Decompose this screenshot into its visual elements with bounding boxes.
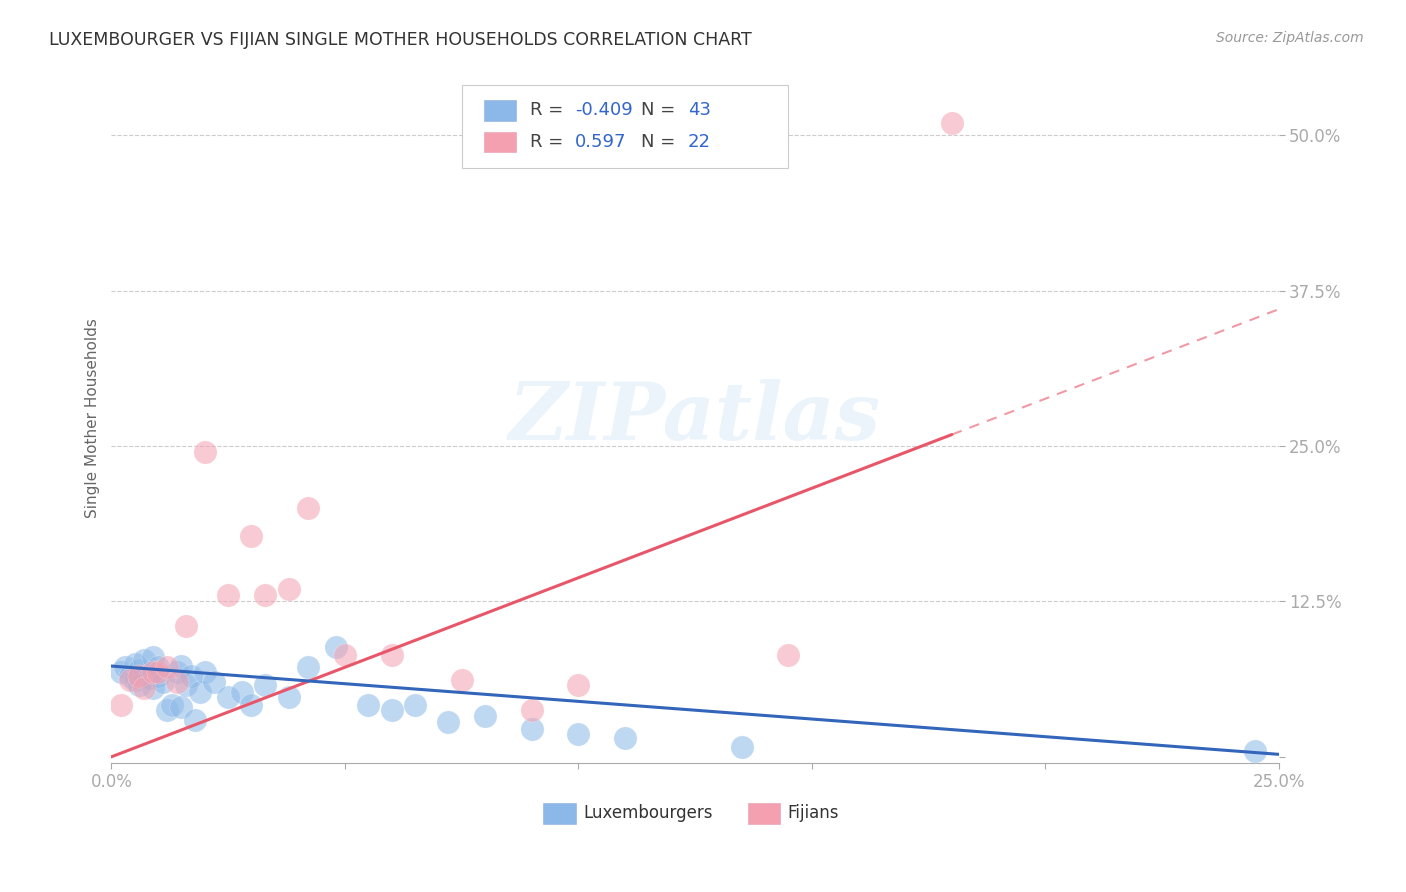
Point <box>520 702 543 716</box>
Point <box>217 588 239 602</box>
Point <box>166 675 188 690</box>
Point <box>132 669 155 683</box>
Point <box>333 648 356 662</box>
FancyBboxPatch shape <box>748 803 780 824</box>
Point <box>941 116 963 130</box>
Point <box>277 690 299 705</box>
Point <box>325 640 347 655</box>
Point <box>174 619 197 633</box>
Text: -0.409: -0.409 <box>575 102 633 120</box>
Point <box>146 669 169 683</box>
Point <box>297 501 319 516</box>
Point <box>240 698 263 712</box>
Text: R =: R = <box>530 102 569 120</box>
Point <box>450 673 472 687</box>
Point <box>132 681 155 696</box>
Point <box>436 714 458 729</box>
Point <box>520 723 543 737</box>
Point <box>110 665 132 680</box>
Y-axis label: Single Mother Households: Single Mother Households <box>86 318 100 518</box>
Point <box>778 648 800 662</box>
Point <box>156 660 179 674</box>
Point <box>166 665 188 680</box>
Point <box>381 648 404 662</box>
Point <box>1244 743 1267 757</box>
Point <box>110 698 132 712</box>
Text: N =: N = <box>641 133 682 151</box>
Point <box>146 665 169 680</box>
Point <box>254 588 277 602</box>
Text: 43: 43 <box>688 102 711 120</box>
FancyBboxPatch shape <box>461 85 789 168</box>
Point <box>142 650 165 665</box>
Point <box>194 665 217 680</box>
Point <box>152 675 174 690</box>
Point <box>202 675 225 690</box>
Point <box>277 582 299 596</box>
Point <box>160 698 183 712</box>
Point <box>297 660 319 674</box>
Text: 0.597: 0.597 <box>575 133 626 151</box>
Point <box>142 681 165 696</box>
Point <box>614 731 637 746</box>
Point <box>188 685 211 699</box>
Point <box>474 708 496 723</box>
Point <box>180 669 202 683</box>
Point <box>231 685 253 699</box>
Point <box>128 663 150 677</box>
Point <box>381 702 404 716</box>
Text: ZIPatlas: ZIPatlas <box>509 379 882 457</box>
Point <box>132 653 155 667</box>
Point <box>142 665 165 680</box>
FancyBboxPatch shape <box>484 100 516 120</box>
Point <box>120 673 142 687</box>
Point <box>217 690 239 705</box>
Point <box>146 660 169 674</box>
Point <box>124 657 146 671</box>
Text: 22: 22 <box>688 133 711 151</box>
Text: Source: ZipAtlas.com: Source: ZipAtlas.com <box>1216 31 1364 45</box>
Point <box>731 739 754 754</box>
Point <box>170 700 193 714</box>
Point <box>357 698 380 712</box>
Point <box>156 702 179 716</box>
Point <box>124 673 146 687</box>
Point <box>404 698 426 712</box>
Point <box>138 672 160 686</box>
Point <box>128 678 150 692</box>
Point <box>184 713 207 727</box>
Text: N =: N = <box>641 102 682 120</box>
Point <box>567 678 589 692</box>
Point <box>254 678 277 692</box>
Point <box>567 727 589 741</box>
FancyBboxPatch shape <box>543 803 576 824</box>
Text: LUXEMBOURGER VS FIJIAN SINGLE MOTHER HOUSEHOLDS CORRELATION CHART: LUXEMBOURGER VS FIJIAN SINGLE MOTHER HOU… <box>49 31 752 49</box>
FancyBboxPatch shape <box>484 132 516 153</box>
Point <box>120 669 142 683</box>
Point <box>128 669 150 683</box>
Text: Fijians: Fijians <box>787 804 839 822</box>
Point <box>194 445 217 459</box>
Point <box>170 659 193 673</box>
Text: Luxembourgers: Luxembourgers <box>583 804 713 822</box>
Point <box>114 660 136 674</box>
Text: R =: R = <box>530 133 575 151</box>
Point <box>240 528 263 542</box>
Point <box>174 678 197 692</box>
